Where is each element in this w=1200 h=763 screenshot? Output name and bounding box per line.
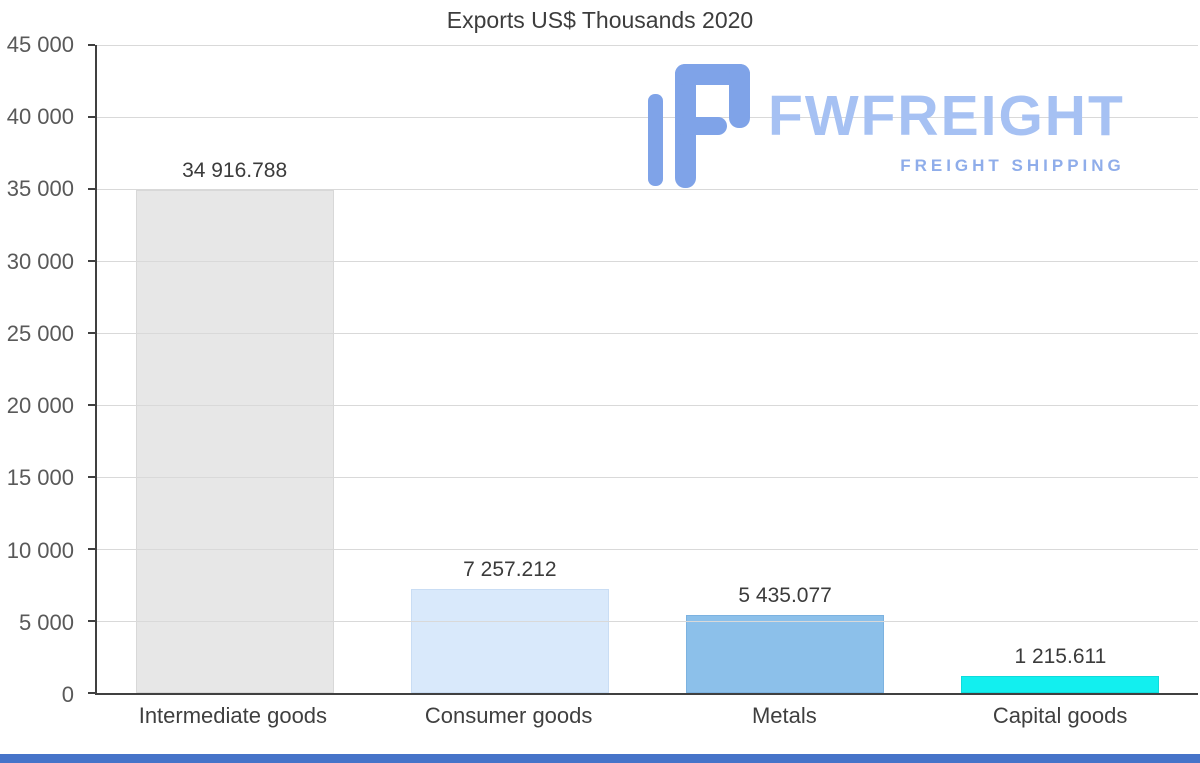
x-axis-label-intermediate-goods: Intermediate goods — [138, 703, 328, 728]
y-axis-tick-label: 5 000 — [18, 609, 74, 635]
y-axis-tickmark — [88, 116, 95, 119]
bars-row: 34 916.788 7 257.212 5 435.077 1 215.611 — [97, 45, 1198, 693]
gridline — [97, 261, 1198, 263]
y-axis-tickmark — [88, 188, 95, 190]
y-axis-tick-label: 15 000 — [6, 465, 74, 491]
y-axis-tick-label: 30 000 — [6, 248, 74, 274]
gridline — [97, 45, 1198, 46]
gridline — [97, 621, 1198, 623]
bar-group-metals: 5 435.077 — [648, 45, 923, 693]
bar-group-capital-goods: 1 215.611 — [923, 45, 1198, 693]
gridline — [97, 189, 1198, 190]
gridline — [97, 477, 1198, 479]
gridline — [97, 117, 1198, 119]
bar-consumer-goods — [410, 588, 609, 693]
gridline — [97, 333, 1198, 334]
y-axis-tick-label: 35 000 — [6, 176, 74, 202]
y-axis-tick-label: 40 000 — [6, 104, 74, 130]
y-axis: 0 5 000 10 000 15 000 20 000 25 000 30 000 35 0… — [0, 34, 88, 706]
y-axis-tickmark — [88, 260, 95, 263]
bar-value-label: 34 916.788 — [182, 159, 288, 183]
gridline — [97, 549, 1198, 551]
bar-value-label: 5 435.077 — [738, 583, 832, 607]
y-axis-tick-label: 0 — [61, 682, 74, 707]
bar-intermediate-goods — [135, 190, 334, 693]
y-axis-tick-label: 25 000 — [6, 320, 74, 346]
x-axis-label-capital-goods: Capital goods — [992, 703, 1128, 728]
plot-area: 34 916.788 7 257.212 5 435.077 1 215.611 — [88, 44, 1198, 695]
y-axis-tickmark — [88, 44, 95, 46]
chart-title: Exports US$ Thousands 2020 — [446, 7, 754, 33]
bar-group-consumer-goods: 7 257.212 — [372, 45, 647, 693]
y-axis-tickmark — [88, 404, 95, 407]
y-axis-tickmark — [88, 332, 95, 334]
y-axis-tick-label: 20 000 — [6, 393, 74, 419]
y-axis-tickmark — [88, 692, 95, 694]
footer-accent-bar — [0, 754, 1200, 763]
x-axis-label-metals: Metals — [751, 703, 817, 728]
y-axis-tick-label: 45 000 — [6, 32, 74, 57]
bar-value-label: 7 257.212 — [463, 557, 557, 581]
y-axis-tickmark — [88, 476, 95, 479]
bar-group-intermediate-goods: 34 916.788 — [97, 45, 372, 693]
x-axis-labels: Intermediate goods Consumer goods Metals Ca… — [95, 703, 1198, 729]
y-axis-tickmark — [88, 620, 95, 623]
y-axis-tickmark — [88, 548, 95, 551]
bar-capital-goods — [961, 675, 1160, 693]
bar-value-label: 1 215.611 — [1014, 644, 1107, 668]
gridline — [97, 405, 1198, 407]
bar-metals — [686, 614, 885, 693]
x-axis-label-consumer-goods: Consumer goods — [424, 703, 593, 728]
y-axis-tick-label: 10 000 — [6, 537, 74, 563]
